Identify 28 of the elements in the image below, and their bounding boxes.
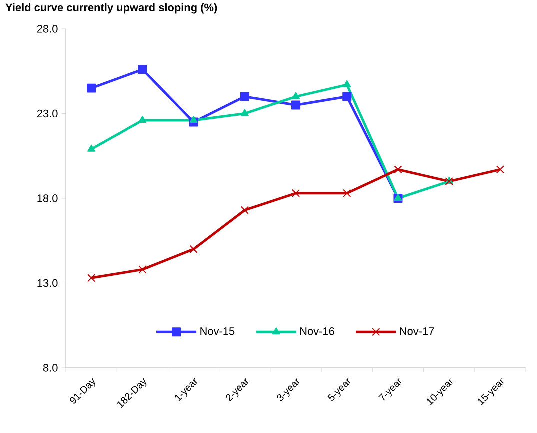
point	[292, 100, 301, 110]
point	[343, 189, 352, 198]
point	[496, 166, 504, 174]
point	[292, 189, 300, 198]
y-tick-label: 28.0	[37, 25, 58, 33]
point	[342, 92, 352, 102]
point	[394, 166, 402, 174]
point	[138, 116, 147, 124]
point	[87, 84, 96, 93]
y-tick-label: 13.0	[38, 279, 58, 288]
point	[138, 266, 147, 274]
point	[240, 206, 249, 214]
y-tick-label: 18.0	[38, 194, 58, 202]
chart-title: Yield curve currently upward sloping (%)	[6, 4, 218, 14]
point	[190, 245, 198, 254]
y-tick-label: 8.0	[43, 364, 58, 372]
point	[190, 116, 198, 124]
point	[343, 80, 352, 88]
point	[88, 144, 96, 152]
y-tick-label: 23.0	[37, 110, 58, 118]
point	[88, 274, 96, 282]
legend-label: Nov-17	[400, 328, 434, 336]
point	[240, 109, 249, 116]
point	[240, 92, 250, 102]
point	[292, 92, 300, 100]
legend-label: Nov-15	[200, 328, 235, 336]
point	[138, 65, 148, 74]
legend-label: Nov-16	[300, 328, 334, 336]
